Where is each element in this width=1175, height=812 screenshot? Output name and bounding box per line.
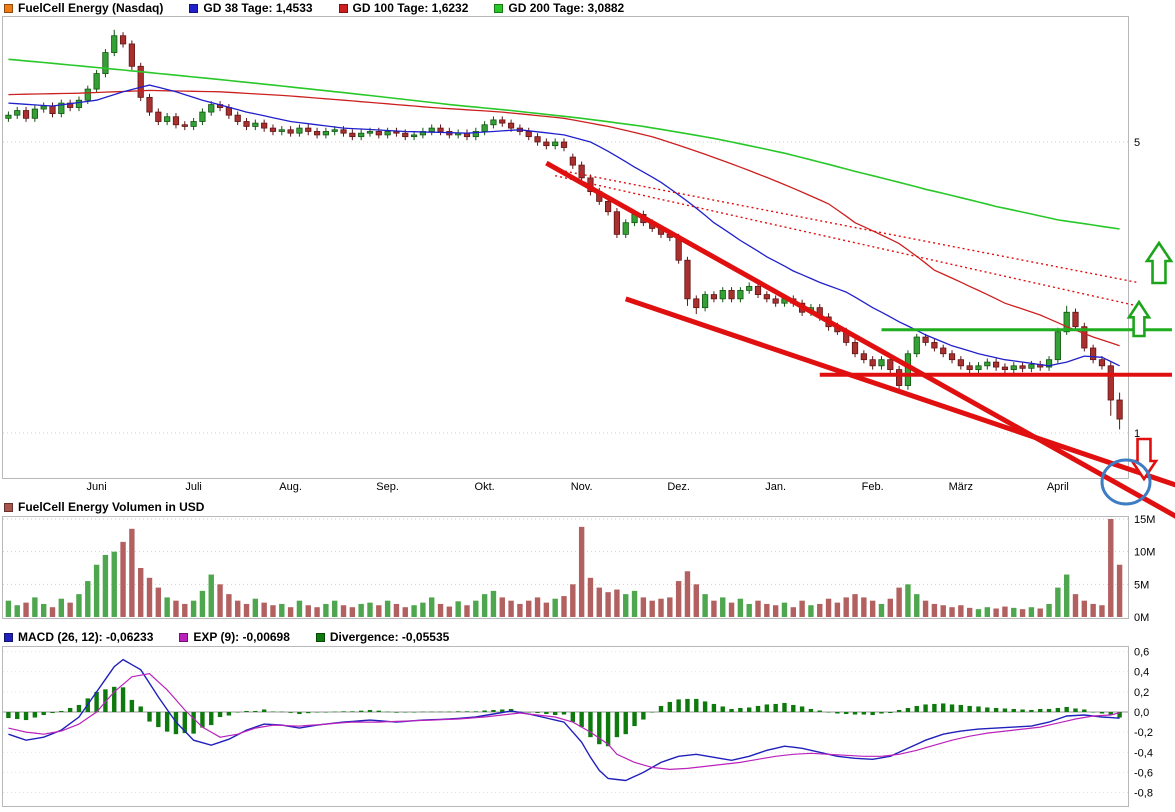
up-arrow-icon [1144, 240, 1174, 285]
legend-label: MACD (26, 12): -0,06233 [18, 630, 154, 644]
y-axis-label: 0,0 [1134, 707, 1149, 719]
y-axis-label: 0,6 [1134, 647, 1149, 659]
legend-label: GD 100 Tage: 1,6232 [352, 1, 469, 15]
legend-item-divergence: Divergence: -0,05535 [315, 630, 450, 644]
signal-line [8, 673, 1120, 771]
up-arrow-icon [1126, 299, 1152, 338]
legend-label: GD 200 Tage: 3,0882 [508, 1, 625, 15]
y-axis-label: 1 [1134, 428, 1140, 440]
volume-legend: FuelCell Energy Volumen in USD [4, 500, 204, 514]
x-axis-label: Jan. [765, 481, 786, 493]
series-swatch-icon [189, 3, 199, 13]
legend-item-volume: FuelCell Energy Volumen in USD [4, 500, 204, 514]
legend-item-macd: MACD (26, 12): -0,06233 [4, 630, 153, 644]
legend-label: FuelCell Energy Volumen in USD [18, 500, 205, 514]
annotations [1100, 240, 1174, 506]
gd100-line [8, 89, 1120, 347]
thick-trendline [545, 160, 1175, 519]
x-axis-label: Nov. [571, 481, 593, 493]
series-swatch-icon [338, 3, 348, 13]
y-axis-label: 5M [1134, 579, 1149, 591]
legend-label: Divergence: -0,05535 [329, 630, 450, 644]
legend-item-gd100: GD 100 Tage: 1,6232 [338, 1, 469, 15]
panel-frames [2, 16, 1129, 807]
series-swatch-icon [4, 632, 13, 642]
price-axis: 51 [3, 137, 1140, 440]
y-axis-label: 15M [1134, 514, 1155, 526]
legend-label: FuelCell Energy (Nasdaq) [18, 1, 164, 15]
x-axis-label: Feb. [862, 481, 884, 493]
dashed-trendline [555, 175, 1138, 307]
volume-bars [5, 519, 1123, 617]
x-axis-label: Okt. [475, 481, 495, 493]
y-axis-label: 10M [1134, 547, 1155, 559]
y-axis-label: 0M [1134, 612, 1149, 624]
highlight-circle-icon [1100, 458, 1152, 506]
y-axis-label: -0,6 [1134, 767, 1153, 779]
x-axis-label: Juli [185, 481, 202, 493]
y-axis-label: 5 [1134, 137, 1140, 149]
gd38-line [8, 84, 1120, 367]
volume-axis: 15M 10M 5M 0M [3, 514, 1155, 624]
gd200-line [8, 58, 1120, 230]
dashed-trendline [555, 168, 1138, 284]
y-axis-label: 0,2 [1134, 687, 1149, 699]
price-legend: FuelCell Energy (Nasdaq) GD 38 Tage: 1,4… [4, 1, 624, 15]
series-swatch-icon [4, 3, 13, 13]
x-axis-label: Sep. [376, 481, 399, 493]
x-axis-labels: Juni Juli Aug. Sep. Okt. Nov. Dez. Jan. Feb. März… [87, 481, 1069, 493]
legend-item-price: FuelCell Energy (Nasdaq) [4, 1, 163, 15]
series-swatch-icon [179, 632, 189, 642]
y-axis-label: -0,2 [1134, 727, 1153, 739]
x-axis-label: April [1047, 481, 1069, 493]
legend-item-gd38: GD 38 Tage: 1,4533 [189, 1, 313, 15]
y-axis-label: 0,4 [1134, 667, 1149, 679]
x-axis-label: Dez. [667, 481, 690, 493]
x-axis-label: März [949, 481, 973, 493]
legend-item-exp: EXP (9): -0,00698 [179, 630, 290, 644]
legend-label: EXP (9): -0,00698 [193, 630, 290, 644]
trendlines [545, 160, 1175, 519]
series-swatch-icon [4, 502, 13, 512]
macd-line [8, 658, 1120, 782]
macd-legend: MACD (26, 12): -0,06233 EXP (9): -0,0069… [4, 630, 449, 644]
thick-trendline [624, 296, 1175, 488]
x-axis-label: Juni [87, 481, 107, 493]
series-swatch-icon [494, 3, 504, 13]
series-swatch-icon [315, 632, 325, 642]
x-axis-label: Aug. [279, 481, 302, 493]
candlestick-series [5, 29, 1123, 430]
legend-item-gd200: GD 200 Tage: 3,0882 [494, 1, 624, 15]
y-axis-label: -0,8 [1134, 788, 1153, 800]
y-axis-label: -0,4 [1134, 747, 1153, 759]
legend-label: GD 38 Tage: 1,4533 [203, 1, 313, 15]
divergence-bars [6, 686, 1122, 747]
